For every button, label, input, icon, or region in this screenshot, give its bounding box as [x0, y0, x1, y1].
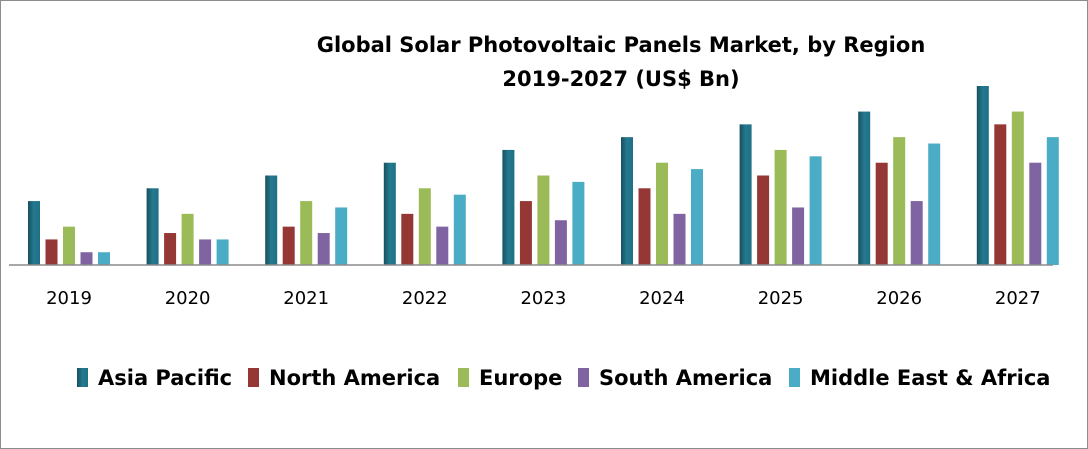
x-tick-label: 2024 — [639, 288, 685, 309]
legend-label-asia-pacific: Asia Pacific — [98, 366, 232, 390]
x-tick-label: 2026 — [876, 288, 922, 309]
legend-marker-north-america — [248, 368, 259, 387]
bar-middle-east-africa-2023 — [572, 181, 585, 265]
x-tick-label: 2020 — [165, 288, 211, 309]
legend-label-middle-east-africa: Middle East & Africa — [810, 366, 1050, 390]
bar-south-america-2019 — [80, 252, 93, 265]
bar-north-america-2023 — [519, 201, 532, 265]
bar-middle-east-africa-2027 — [1046, 137, 1059, 265]
legend-marker-middle-east-africa — [789, 368, 800, 387]
bar-asia-pacific-2022 — [383, 162, 396, 265]
bar-north-america-2027 — [994, 124, 1007, 265]
x-tick-label: 2025 — [758, 288, 804, 309]
bar-south-america-2025 — [792, 207, 805, 265]
bar-europe-2022 — [418, 188, 431, 265]
x-tick-label: 2027 — [995, 288, 1041, 309]
bar-north-america-2019 — [45, 239, 58, 265]
bar-europe-2021 — [300, 201, 313, 265]
legend-label-south-america: South America — [599, 366, 772, 390]
bar-asia-pacific-2023 — [502, 149, 515, 265]
bar-south-america-2024 — [673, 213, 686, 265]
bar-middle-east-africa-2020 — [216, 239, 229, 265]
bar-europe-2023 — [537, 175, 550, 265]
bar-middle-east-africa-2025 — [809, 156, 822, 265]
bar-south-america-2020 — [199, 239, 212, 265]
bar-europe-2025 — [774, 149, 787, 265]
bar-asia-pacific-2019 — [28, 201, 40, 265]
bar-europe-2027 — [1011, 111, 1024, 265]
bar-middle-east-africa-2024 — [691, 169, 703, 265]
bar-north-america-2026 — [875, 162, 888, 265]
bar-middle-east-africa-2019 — [98, 252, 110, 265]
chart-subtitle: 2019-2027 (US$ Bn) — [502, 67, 739, 91]
bar-south-america-2022 — [436, 226, 449, 265]
bar-europe-2024 — [656, 162, 668, 265]
legend-marker-asia-pacific — [77, 368, 88, 387]
bar-asia-pacific-2027 — [976, 86, 989, 265]
bar-south-america-2027 — [1029, 162, 1042, 265]
bar-asia-pacific-2026 — [858, 111, 871, 265]
bar-south-america-2021 — [317, 233, 330, 265]
bar-north-america-2021 — [282, 226, 295, 265]
chart-title: Global Solar Photovoltaic Panels Market,… — [317, 33, 926, 57]
legend-marker-europe — [458, 368, 469, 387]
bar-north-america-2025 — [757, 175, 770, 265]
bar-north-america-2024 — [638, 188, 651, 265]
bar-north-america-2020 — [164, 233, 177, 265]
bar-north-america-2022 — [401, 213, 414, 265]
x-tick-label: 2023 — [520, 288, 566, 309]
bar-south-america-2026 — [910, 201, 923, 265]
bar-south-america-2023 — [554, 220, 567, 265]
x-tick-label: 2019 — [46, 288, 92, 309]
bar-europe-2026 — [893, 137, 906, 265]
legend-label-europe: Europe — [479, 366, 562, 390]
x-tick-label: 2022 — [402, 288, 448, 309]
legend-label-north-america: North America — [269, 366, 440, 390]
bar-asia-pacific-2021 — [265, 175, 278, 265]
bar-asia-pacific-2025 — [739, 124, 752, 265]
bar-middle-east-africa-2026 — [928, 143, 941, 265]
bar-asia-pacific-2020 — [146, 188, 159, 265]
bar-asia-pacific-2024 — [621, 137, 633, 265]
bar-middle-east-africa-2021 — [335, 207, 348, 265]
bar-middle-east-africa-2022 — [453, 194, 466, 265]
bar-europe-2020 — [181, 213, 194, 265]
x-tick-label: 2021 — [283, 288, 329, 309]
legend-marker-south-america — [578, 368, 589, 387]
bar-europe-2019 — [63, 226, 75, 265]
